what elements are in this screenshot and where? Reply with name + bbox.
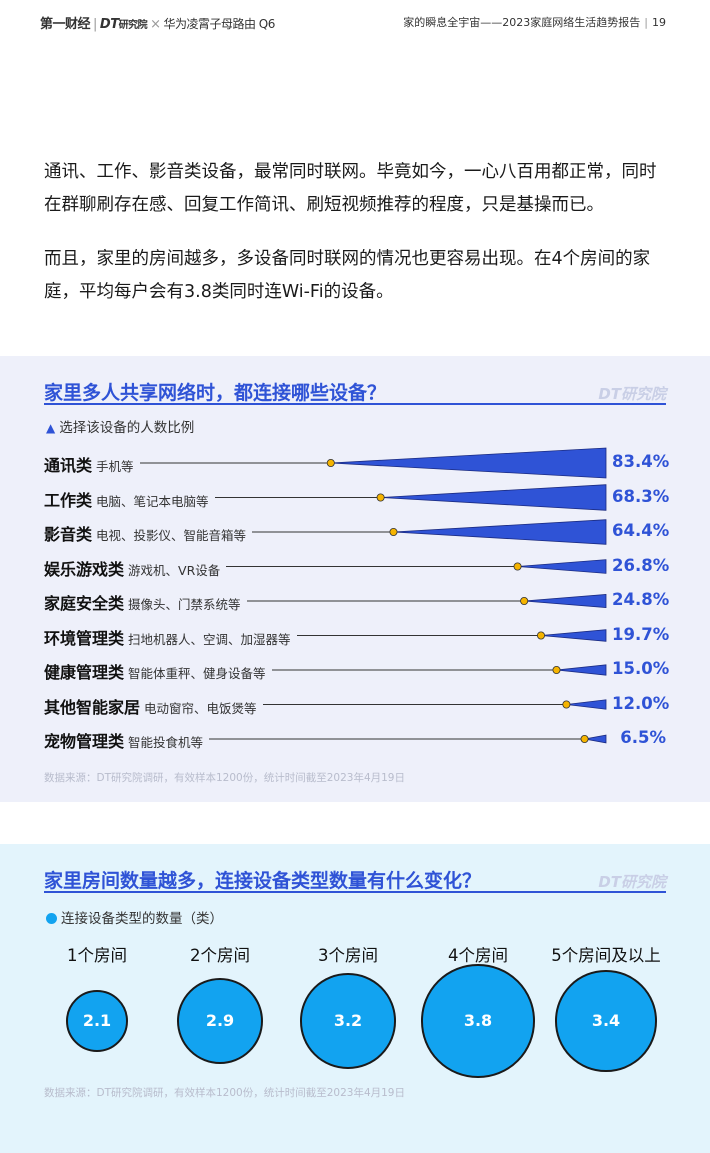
logo-dt: DT xyxy=(99,17,119,32)
partner-name: 华为凌霄子母路由 Q6 xyxy=(163,17,275,31)
report-title: 家的瞬息全宇宙——2023家庭网络生活趋势报告 xyxy=(403,16,641,29)
chart1-category-examples: 电视、投影仪、智能音箱等 xyxy=(96,528,247,543)
dot-icon xyxy=(46,913,57,924)
chart2-category-label: 2个房间 xyxy=(190,946,250,965)
chart1-category-label: 家庭安全类 摄像头、门禁系统等 xyxy=(44,590,241,614)
chart1-bar xyxy=(380,484,607,511)
chart2-watermark: DT研究院 xyxy=(598,873,666,891)
chart1-title: 家里多人共享网络时，都连接哪些设备？ xyxy=(44,382,387,404)
chart1-data-label: 15.0% xyxy=(612,659,670,678)
chart1-data-label: 26.8% xyxy=(612,555,670,575)
chart2-category-label: 4个房间 xyxy=(448,946,508,965)
chart2-bubble xyxy=(176,977,264,1065)
chart1-data-label: 64.4% xyxy=(612,521,670,540)
chart1-bar xyxy=(556,664,607,676)
chart1-point xyxy=(513,562,522,571)
chart1-category-examples: 摄像头、门禁系统等 xyxy=(128,597,241,612)
chart1-data-label: 6.5% xyxy=(620,728,666,747)
chart1-category-examples: 手机等 xyxy=(96,459,134,474)
chart1-category-examples: 扫地机器人、空调、加湿器等 xyxy=(128,631,291,647)
chart2-category-label: 1个房间 xyxy=(67,946,127,965)
chart1-category-name: 娱乐游戏类 xyxy=(44,559,125,579)
chart1-category-examples: 电动窗帘、电饭煲等 xyxy=(144,700,257,716)
chart1-plot xyxy=(140,447,607,744)
brand-logo: 第一财经 | DT研究院 × 华为凌霄子母路由 Q6 xyxy=(40,17,275,32)
chart1-category-name: 健康管理类 xyxy=(44,663,125,682)
chart1-point xyxy=(520,596,529,605)
chart2-title: 家里房间数量越多，连接设备类型数量有什么变化？ xyxy=(44,870,482,892)
chart1-point xyxy=(580,734,589,743)
chart1-panel xyxy=(0,356,710,802)
chart2-category-label: 3个房间 xyxy=(318,946,378,965)
chart1-category-name: 环境管理类 xyxy=(44,628,125,648)
chart1-point xyxy=(389,527,398,536)
chart1-point xyxy=(376,493,385,502)
chart1-bar xyxy=(330,447,607,479)
logo-dt-suffix: 研究院 xyxy=(118,20,148,31)
chart1-bar xyxy=(584,734,607,744)
chart2-bubble xyxy=(421,964,535,1078)
page-number: 19 xyxy=(652,16,666,29)
chart1-category-examples: 游戏机、VR设备 xyxy=(128,562,221,578)
chart1-legend-label: 选择该设备的人数比例 xyxy=(59,420,195,436)
chart2-legend: 连接设备类型的数量（类） xyxy=(46,907,223,927)
chart2-data-label: 2.9 xyxy=(205,1011,235,1030)
chart2-legend-label: 连接设备类型的数量（类） xyxy=(61,911,223,927)
chart1-watermark: DT研究院 xyxy=(598,385,666,403)
intro-paragraph-2: 而且，家里的房间越多，多设备同时联网的情况也更容易出现。在4个房间的家庭，平均每… xyxy=(44,249,651,302)
chart2-data-label: 3.4 xyxy=(591,1011,621,1030)
chart1-category-examples: 智能投食机等 xyxy=(128,735,204,750)
chart1-category-label: 影音类 电视、投影仪、智能音箱等 xyxy=(44,521,246,545)
intro-paragraph-1: 通讯、工作、影音类设备，最常同时联网。毕竟如今，一心八百用都正常，同时在群聊刷存… xyxy=(44,162,657,215)
report-info: 家的瞬息全宇宙——2023家庭网络生活趋势报告 | 19 xyxy=(403,16,666,29)
chart1-point xyxy=(552,665,561,674)
page-header: 第一财经 | DT研究院 × 华为凌霄子母路由 Q6 家的瞬息全宇宙——2023家庭网络… xyxy=(0,0,710,40)
chart2-bubble xyxy=(555,970,657,1072)
chart1-source: 数据来源：DT研究院调研，有效样本1200份，统计时间截至2023年4月19日 xyxy=(44,772,405,784)
chart1-category-name: 工作类 xyxy=(44,490,93,510)
chart1-title-underline xyxy=(44,403,666,405)
chart1-category-label: 环境管理类 扫地机器人、空调、加湿器等 xyxy=(44,625,291,649)
chart1-bar xyxy=(540,629,607,642)
chart1-point xyxy=(536,631,545,640)
chart1-data-label: 19.7% xyxy=(612,624,670,644)
chart1-point xyxy=(562,700,571,709)
chart2-category-label: 5个房间及以上 xyxy=(551,946,661,965)
chart1-bar xyxy=(524,593,607,609)
logo-yicai: 第一财经 xyxy=(40,17,91,32)
chart1-category-label: 娱乐游戏类 游戏机、VR设备 xyxy=(44,556,220,580)
chart2-data-label: 2.1 xyxy=(82,1011,112,1030)
chart1-data-label: 83.4% xyxy=(612,452,670,471)
chart1-category-examples: 电脑、笔记本电脑等 xyxy=(96,493,209,509)
triangle-icon: ▲ xyxy=(46,421,56,435)
chart1-category-label: 宠物管理类 智能投食机等 xyxy=(44,728,203,752)
chart1-bar xyxy=(566,699,607,710)
chart1-data-label: 68.3% xyxy=(612,486,670,506)
chart1-bar xyxy=(393,519,607,545)
chart1-category-name: 家庭安全类 xyxy=(44,594,125,613)
chart1-category-examples: 智能体重秤、健身设备等 xyxy=(128,666,266,681)
chart1-bar xyxy=(517,559,607,574)
chart1-category-name: 其他智能家居 xyxy=(44,697,141,717)
chart2-data-label: 3.8 xyxy=(463,1011,493,1030)
chart1-category-label: 通讯类 手机等 xyxy=(44,452,134,476)
chart2-data-label: 3.2 xyxy=(333,1011,363,1030)
chart1-category-name: 宠物管理类 xyxy=(44,732,125,751)
chart1-data-label: 12.0% xyxy=(612,693,670,713)
chart2-bubble xyxy=(65,989,129,1053)
chart1-legend: ▲ 选择该设备的人数比例 xyxy=(46,416,194,436)
chart1-category-name: 影音类 xyxy=(44,525,93,544)
chart1-point xyxy=(326,459,335,468)
chart1-category-label: 其他智能家居 电动窗帘、电饭煲等 xyxy=(44,694,257,718)
chart1-category-label: 工作类 电脑、笔记本电脑等 xyxy=(44,487,209,511)
chart2-source: 数据来源：DT研究院调研，有效样本1200份，统计时间截至2023年4月19日 xyxy=(44,1087,405,1099)
chart1-category-label: 健康管理类 智能体重秤、健身设备等 xyxy=(44,659,266,683)
chart2-title-underline xyxy=(44,891,666,893)
chart1-data-label: 24.8% xyxy=(612,590,670,609)
chart1-category-name: 通讯类 xyxy=(44,456,93,475)
chart2-bubble xyxy=(300,973,396,1069)
